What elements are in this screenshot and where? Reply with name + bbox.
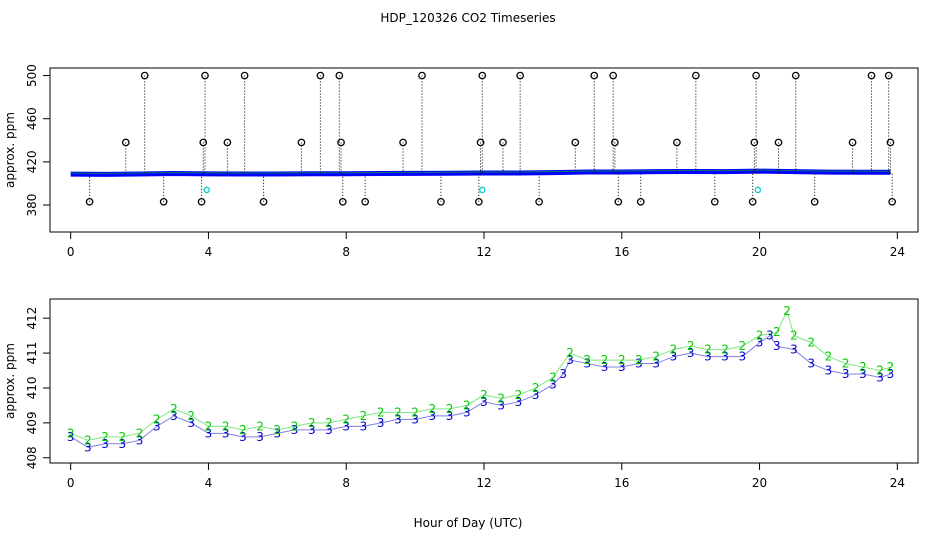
flag-point — [203, 186, 210, 194]
plot-frame — [49, 67, 919, 233]
spike-point — [418, 71, 426, 80]
spike-point — [848, 138, 857, 147]
spike-point — [399, 138, 407, 147]
spike-point — [478, 71, 487, 80]
y-tick-label: 409 — [25, 411, 39, 434]
spike-point — [223, 138, 232, 147]
spike-point — [361, 197, 370, 206]
x-tick-label: 24 — [890, 245, 905, 259]
spike-point — [614, 197, 623, 206]
spike-point — [673, 138, 681, 147]
spike-point — [259, 197, 268, 206]
spike-point — [791, 71, 800, 80]
x-tick-label: 0 — [67, 476, 75, 490]
spike-point — [337, 138, 345, 147]
spike-point — [886, 138, 895, 147]
plot-frame — [49, 298, 919, 464]
baseline-highlight — [70, 169, 891, 174]
spike-point — [499, 138, 507, 147]
spike-point — [159, 197, 168, 206]
x-tick-label: 12 — [476, 245, 491, 259]
spike-point — [636, 197, 645, 206]
spike-point — [611, 138, 619, 147]
spike-point — [710, 197, 719, 206]
spike-point — [476, 138, 485, 147]
y-tick-label: 410 — [25, 377, 39, 400]
spike-point — [535, 197, 543, 206]
flag-point — [754, 186, 762, 194]
spike-point — [774, 138, 783, 147]
x-tick-label: 0 — [67, 245, 75, 259]
spike-point — [316, 71, 325, 80]
x-axis-title: Hour of Day (UTC) — [414, 516, 523, 530]
x-tick-label: 16 — [614, 476, 629, 490]
y-tick-label: 412 — [25, 307, 39, 330]
x-tick-label: 20 — [752, 245, 767, 259]
y-tick-label: 420 — [25, 150, 39, 173]
spike-point — [437, 197, 445, 206]
y-axis-title: approx. ppm — [3, 343, 17, 419]
x-tick-label: 4 — [205, 476, 213, 490]
spike-point — [297, 138, 306, 147]
spike-point — [750, 138, 759, 147]
spike-point — [335, 71, 344, 80]
series-2-trace — [70, 309, 891, 441]
spike-point — [85, 197, 94, 206]
spike-point — [199, 138, 208, 147]
x-tick-label: 16 — [614, 245, 629, 259]
spike-point — [201, 71, 209, 80]
spike-point — [748, 197, 757, 206]
spike-point — [140, 71, 149, 80]
y-tick-label: 460 — [25, 107, 39, 130]
top-panel: 0 4 8 12 16 20 24 380 420 460 500 approx. ppm — [3, 64, 919, 259]
chart-title: HDP_120326 CO2 Timeseries — [380, 11, 555, 25]
y-tick-label: 411 — [25, 342, 39, 365]
y-tick-label: 380 — [25, 194, 39, 217]
x-tick-label: 4 — [205, 245, 213, 259]
x-tick-label: 20 — [752, 476, 767, 490]
spike-point — [197, 197, 206, 206]
y-tick-label: 408 — [25, 446, 39, 469]
spike-point — [884, 71, 893, 80]
y-axis-title: approx. ppm — [3, 112, 17, 188]
spike-point — [338, 197, 347, 206]
spike-point — [121, 138, 130, 147]
spike-point — [590, 71, 599, 80]
spike-point — [888, 197, 897, 206]
flag-point — [479, 186, 486, 194]
spike-point — [609, 71, 618, 80]
spike-point — [691, 71, 700, 80]
spike-point — [571, 138, 580, 147]
y-tick-label: 500 — [25, 64, 39, 87]
spike-point — [752, 71, 760, 80]
x-tick-label: 8 — [342, 476, 350, 490]
spike-point — [240, 71, 249, 80]
baseline-series — [70, 168, 891, 177]
x-tick-label: 12 — [476, 476, 491, 490]
series-3-trace — [70, 334, 891, 448]
spike-point — [474, 197, 483, 206]
x-tick-label: 24 — [890, 476, 905, 490]
spike-point — [867, 71, 876, 80]
spike-point — [810, 197, 819, 206]
x-tick-label: 8 — [342, 245, 350, 259]
spike-point — [516, 71, 525, 80]
